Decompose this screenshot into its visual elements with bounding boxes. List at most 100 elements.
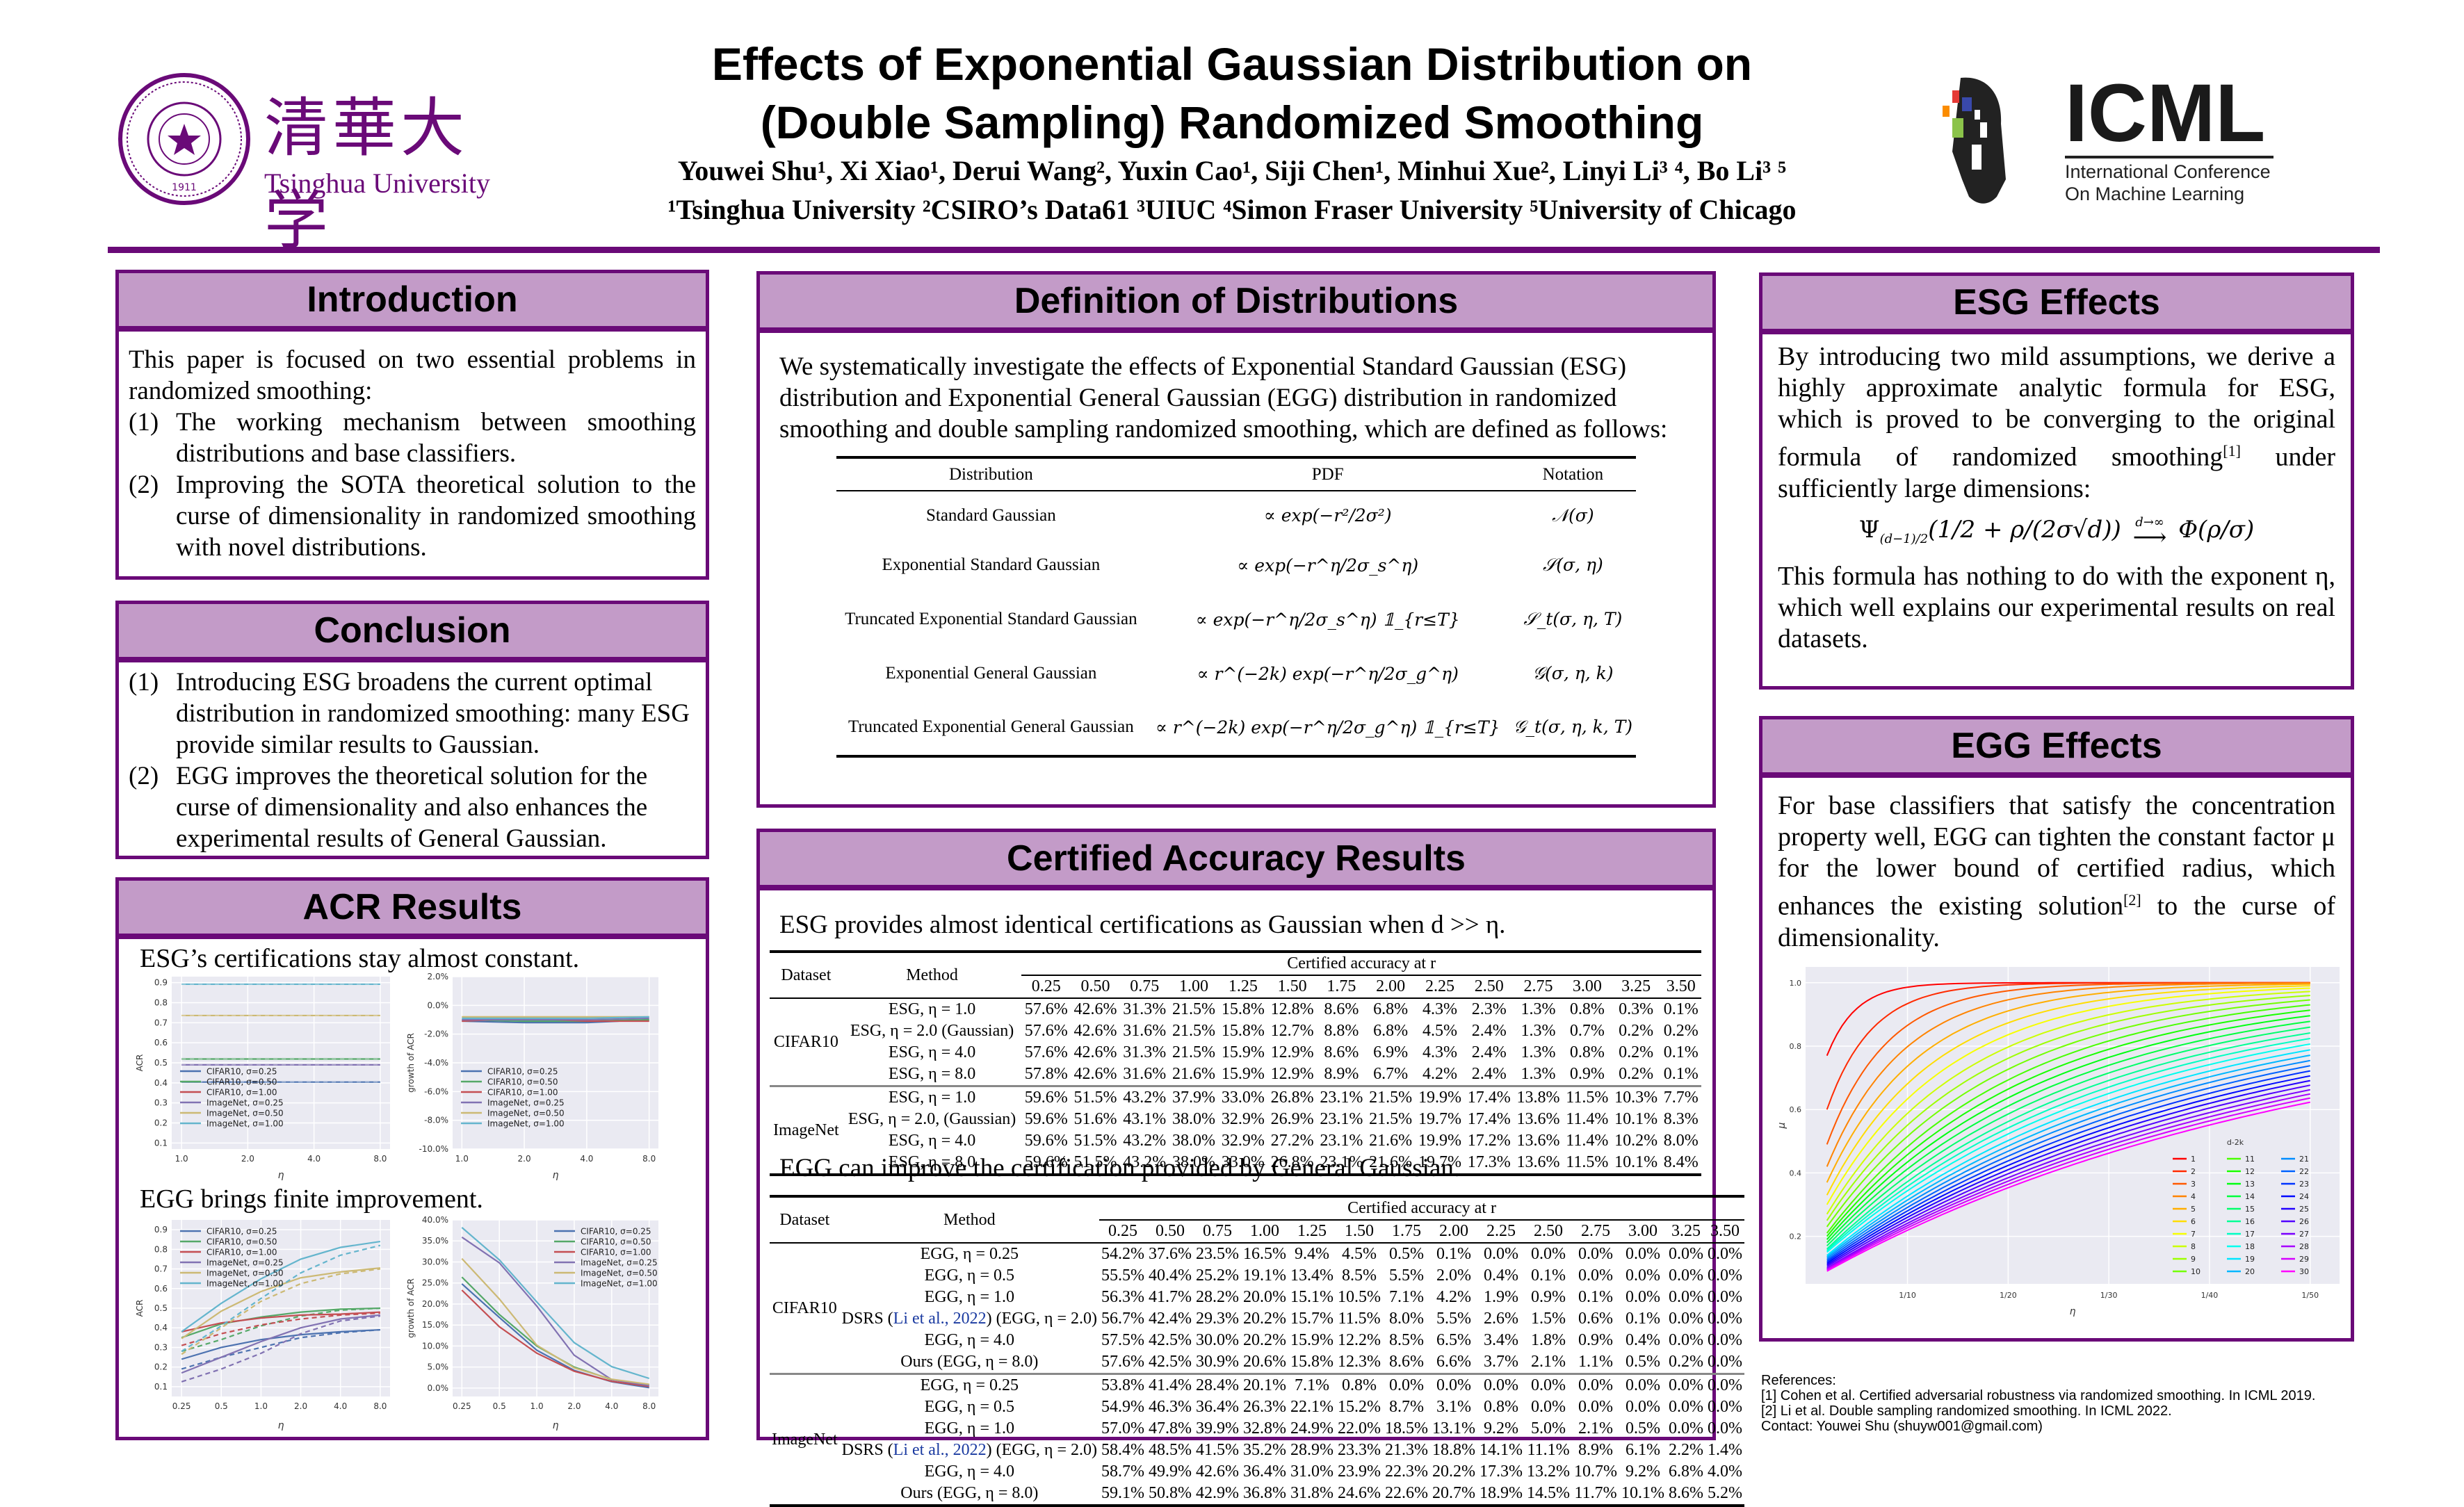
value-cell: 20.7% xyxy=(1432,1484,1476,1502)
value-cell: 8.6% xyxy=(1324,1000,1359,1018)
conclusion-panel: Conclusion (1) Introducing ESG broadens t… xyxy=(115,601,709,859)
x-tick-label: 4.0 xyxy=(334,1401,347,1411)
legend-label: 18 xyxy=(2245,1242,2255,1251)
value-cell: 8.0% xyxy=(1663,1132,1699,1150)
value-cell: 13.2% xyxy=(1527,1463,1571,1481)
value-cell: 33.0% xyxy=(1221,1153,1265,1171)
y-tick-label: 0.6 xyxy=(1790,1105,1802,1114)
egg-growth-chart: 0.0% 5.0% 10.0% 15.0% 20.0% 25.0% 30.0% 35.0% 40… xyxy=(406,1216,658,1431)
value-cell: 23.1% xyxy=(1320,1110,1363,1128)
value-cell: 57.0% xyxy=(1101,1419,1145,1437)
col-radius: 1.25 xyxy=(1297,1222,1327,1240)
value-cell: 37.9% xyxy=(1172,1089,1216,1107)
method-cell: EGG, η = 1.0 xyxy=(924,1419,1015,1437)
value-cell: 6.7% xyxy=(1373,1065,1409,1083)
value-cell: 0.1% xyxy=(1578,1288,1614,1306)
legend-label: 1 xyxy=(2191,1155,2196,1164)
value-cell: 54.2% xyxy=(1101,1245,1145,1263)
value-cell: 43.2% xyxy=(1123,1132,1167,1150)
esg-effects-title: ESG Effects xyxy=(1762,276,2351,334)
value-cell: 17.3% xyxy=(1480,1463,1523,1481)
x-tick-label: 0.25 xyxy=(453,1401,471,1411)
introduction-lead: This paper is focused on two essential p… xyxy=(129,345,696,405)
value-cell: 7.1% xyxy=(1295,1376,1330,1394)
value-cell: 58.4% xyxy=(1101,1441,1145,1459)
definition-panel: Definition of Distributions We systemati… xyxy=(756,271,1716,808)
value-cell: 57.6% xyxy=(1024,1043,1068,1061)
legend-label: 22 xyxy=(2299,1167,2309,1176)
value-cell: 58.7% xyxy=(1101,1463,1145,1481)
y-tick-label: -10.0% xyxy=(419,1144,448,1154)
series-line xyxy=(181,1328,380,1360)
method-cell: Ours (EGG, η = 8.0) xyxy=(900,1353,1039,1371)
acr-title: ACR Results xyxy=(119,881,706,939)
y-tick-label: 5.0% xyxy=(428,1362,449,1372)
y-axis-label: ACR xyxy=(135,1054,145,1072)
value-cell: 2.0% xyxy=(1436,1266,1472,1285)
definition-row: Truncated Exponential General Gaussian ∝ … xyxy=(836,699,1636,756)
definition-row: Truncated Exponential Standard Gaussian ∝… xyxy=(836,591,1636,648)
col-radius: 3.50 xyxy=(1710,1222,1740,1240)
ref-1-link[interactable]: [1] xyxy=(2223,442,2241,459)
legend-label: ImageNet, σ=1.00 xyxy=(206,1119,284,1129)
legend-label: ImageNet, σ=0.50 xyxy=(206,1269,284,1278)
legend-label: 5 xyxy=(2191,1205,2196,1214)
y-tick-label: 20.0% xyxy=(422,1299,448,1309)
table-row: ESG, η = 2.0, (Gaussian) 59.6% 51.6% 43.1% 3… xyxy=(770,1109,1701,1130)
def-distribution: Exponential Standard Gaussian xyxy=(882,555,1101,574)
value-cell: 0.4% xyxy=(1626,1331,1661,1349)
y-tick-label: 0.1 xyxy=(154,1138,168,1148)
legend-label: CIFAR10, σ=0.25 xyxy=(487,1067,558,1077)
value-cell: 42.6% xyxy=(1073,1000,1117,1018)
legend-label: 15 xyxy=(2245,1205,2255,1214)
table-row: ESG, η = 8.0 57.8% 42.6% 31.6% 21.6% 15.9% 12.… xyxy=(770,1064,1701,1086)
y-tick-label: -6.0% xyxy=(424,1086,448,1096)
value-cell: 41.7% xyxy=(1149,1288,1192,1306)
value-cell: 51.5% xyxy=(1073,1132,1117,1150)
col-dataset: Dataset xyxy=(781,966,832,984)
def-pdf: ∝ r^(−2k) exp(−r^η/2σ_g^η) 𝟙_{r≤T} xyxy=(1155,717,1500,738)
value-cell: 23.3% xyxy=(1338,1441,1381,1459)
col-radius: 1.00 xyxy=(1250,1222,1280,1240)
citation-link[interactable]: Li et al., 2022 xyxy=(893,1310,987,1328)
value-cell: 13.6% xyxy=(1516,1110,1560,1128)
value-cell: 0.5% xyxy=(1626,1353,1661,1371)
col-certified-accuracy: Certified accuracy at r xyxy=(1099,1196,1745,1221)
table-row: ImageNet EGG, η = 0.25 53.8% 41.4% 28.4% 20.1… xyxy=(770,1374,1745,1449)
value-cell: 0.0% xyxy=(1626,1376,1661,1394)
value-cell: 0.1% xyxy=(1436,1245,1472,1263)
value-cell: 8.7% xyxy=(1389,1398,1425,1416)
value-cell: 31.0% xyxy=(1290,1463,1334,1481)
value-cell: 0.1% xyxy=(1531,1266,1566,1285)
value-cell: 19.1% xyxy=(1243,1266,1287,1285)
value-cell: 35.2% xyxy=(1243,1441,1287,1459)
mu-series-line xyxy=(1826,987,2310,1205)
definition-row: Exponential General Gaussian ∝ r^(−2k) ex… xyxy=(836,648,1636,699)
col-radius: 2.50 xyxy=(1534,1222,1564,1240)
value-cell: 0.2% xyxy=(1669,1353,1704,1371)
value-cell: 42.6% xyxy=(1073,1043,1117,1061)
mu-series-line xyxy=(1826,1038,2310,1251)
citation-link[interactable]: Li et al., 2022 xyxy=(893,1441,987,1459)
method-cell: ESG, η = 4.0 xyxy=(888,1132,976,1150)
value-cell: 10.7% xyxy=(1574,1463,1618,1481)
introduction-item: (2) Improving the SOTA theoretical soluti… xyxy=(129,471,696,562)
value-cell: 15.2% xyxy=(1338,1398,1381,1416)
value-cell: 11.5% xyxy=(1338,1310,1381,1328)
legend-label: 13 xyxy=(2245,1180,2255,1189)
value-cell: 0.0% xyxy=(1708,1376,1743,1394)
value-cell: 43.2% xyxy=(1123,1089,1167,1107)
mu-series-line xyxy=(1826,1080,2310,1266)
ref-2-link[interactable]: [2] xyxy=(2123,891,2141,909)
value-cell: 53.8% xyxy=(1101,1376,1145,1394)
icml-subtitle-2: On Machine Learning xyxy=(2065,184,2245,204)
value-cell: 8.8% xyxy=(1324,1022,1359,1040)
legend-label: CIFAR10, σ=0.25 xyxy=(206,1227,277,1237)
legend-label: ImageNet, σ=0.25 xyxy=(206,1258,284,1268)
value-cell: 0.0% xyxy=(1578,1376,1614,1394)
value-cell: 18.9% xyxy=(1480,1484,1523,1502)
value-cell: 57.5% xyxy=(1101,1331,1145,1349)
legend-label: ImageNet, σ=0.50 xyxy=(487,1109,565,1118)
col-radius: 2.75 xyxy=(1581,1222,1611,1240)
value-cell: 0.0% xyxy=(1669,1398,1704,1416)
